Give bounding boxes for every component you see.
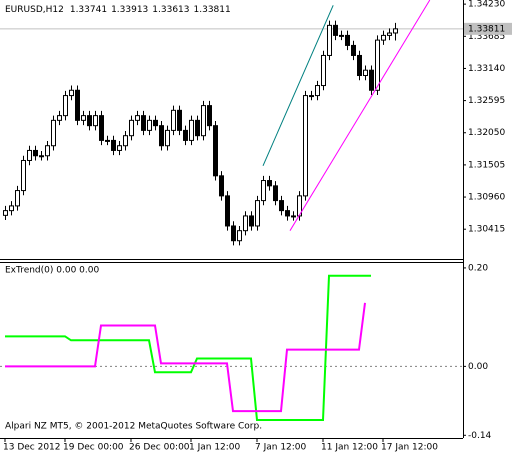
candle-body (291, 215, 296, 218)
x-tick-label: 7 Jan 12:00 (255, 443, 307, 453)
candle-body (135, 115, 140, 121)
y-tick-label: 1.34230 (468, 0, 505, 10)
last-low: 1.33613 (152, 5, 189, 15)
candle-body (225, 195, 230, 227)
candle-body (69, 89, 74, 97)
y-tick-label: 1.33140 (468, 64, 505, 74)
candle-body (15, 190, 20, 207)
indicator-line (5, 302, 366, 413)
y-tick-label: 0.00 (468, 362, 488, 372)
x-tick-label: 13 Dec 2012 (3, 443, 61, 453)
candle-body (237, 230, 242, 242)
candle-body (147, 119, 152, 131)
candle-body (243, 215, 248, 232)
candle-body (333, 24, 338, 36)
candle-body (327, 24, 332, 56)
x-tick-label: 19 Dec 00:00 (63, 443, 124, 453)
candle-body (285, 210, 290, 217)
trend-line (289, 0, 431, 231)
candle-body (99, 115, 104, 141)
candle-body (369, 69, 374, 91)
y-tick-label: 1.30960 (468, 193, 505, 203)
candle-body (303, 95, 308, 197)
candle-body (357, 54, 362, 77)
candle-body (45, 145, 50, 157)
y-tick-label: -0.14 (468, 431, 492, 441)
candle-body (279, 200, 284, 212)
y-tick-label: 1.31505 (468, 160, 505, 170)
y-tick-label: 1.33685 (468, 32, 505, 42)
candle-body (141, 115, 146, 131)
candle-body (21, 159, 26, 192)
candle-body (273, 185, 278, 202)
candle-body (39, 155, 44, 158)
candle-body (3, 210, 8, 216)
candle-body (345, 34, 350, 46)
candle-body (309, 95, 314, 98)
x-tick-label: 17 Jan 12:00 (381, 443, 438, 453)
bid-label: 1.33811 (468, 24, 505, 34)
candle-body (375, 39, 380, 91)
y-tick-label: 1.32595 (468, 96, 505, 106)
candle-body (261, 180, 266, 202)
candle-body (27, 149, 32, 161)
candle-body (9, 205, 14, 212)
candle-body (75, 89, 80, 121)
candle-body (255, 200, 260, 227)
candle-body (195, 119, 200, 137)
copyright: Alpari NZ MT5, © 2001-2012 MetaQuotes So… (5, 422, 262, 432)
candle-body (153, 119, 158, 127)
candle-body (93, 115, 98, 127)
candle-body (213, 125, 218, 177)
candle-body (189, 119, 194, 141)
indicator-title: ExTrend(0) 0.00 0.00 (5, 266, 99, 276)
candle-body (363, 69, 368, 77)
candle-body (87, 115, 92, 127)
candle-body (51, 119, 56, 147)
candle-body (339, 34, 344, 37)
candle-body (123, 135, 128, 147)
candle-body (231, 225, 236, 242)
indicator-line (5, 274, 371, 422)
candle-body (321, 54, 326, 87)
y-tick-label: 1.30415 (468, 225, 505, 235)
candle-body (105, 139, 110, 142)
trend-line (262, 5, 334, 166)
candle-body (177, 109, 182, 131)
candle-body (129, 119, 134, 137)
candle-body (351, 44, 356, 56)
candle-body (219, 175, 224, 197)
candle-body (33, 149, 38, 157)
x-tick-label: 1 Jan 12:00 (189, 443, 241, 453)
candle-body (393, 28, 398, 34)
candle-body (165, 129, 170, 147)
candle-body (267, 180, 272, 187)
candle-body (183, 129, 188, 141)
candle-body (159, 125, 164, 147)
x-tick-label: 11 Jan 12:00 (321, 443, 378, 453)
main-title: EURUSD,H12 1.33741 1.33913 1.33613 1.33811 (5, 5, 231, 15)
candle-body (117, 145, 122, 151)
candle-body (111, 139, 116, 151)
y-tick-label: 1.32050 (468, 128, 505, 138)
candle-body (249, 215, 254, 227)
candle-body (315, 85, 320, 97)
candle-body (81, 115, 86, 121)
last-close: 1.33811 (194, 5, 231, 15)
candle-body (171, 109, 176, 131)
candle-body (207, 105, 212, 127)
x-tick-label: 26 Dec 00:00 (129, 443, 190, 453)
symbol: EURUSD,H12 (5, 5, 64, 15)
candle-body (201, 105, 206, 137)
candle-body (387, 32, 392, 36)
candle-body (63, 95, 68, 117)
last-high: 1.33913 (111, 5, 148, 15)
bid-label-box (464, 22, 512, 35)
candle-body (57, 115, 62, 121)
y-tick-label: 0.20 (468, 263, 488, 273)
last-open: 1.33741 (70, 5, 107, 15)
candle-body (381, 34, 386, 41)
